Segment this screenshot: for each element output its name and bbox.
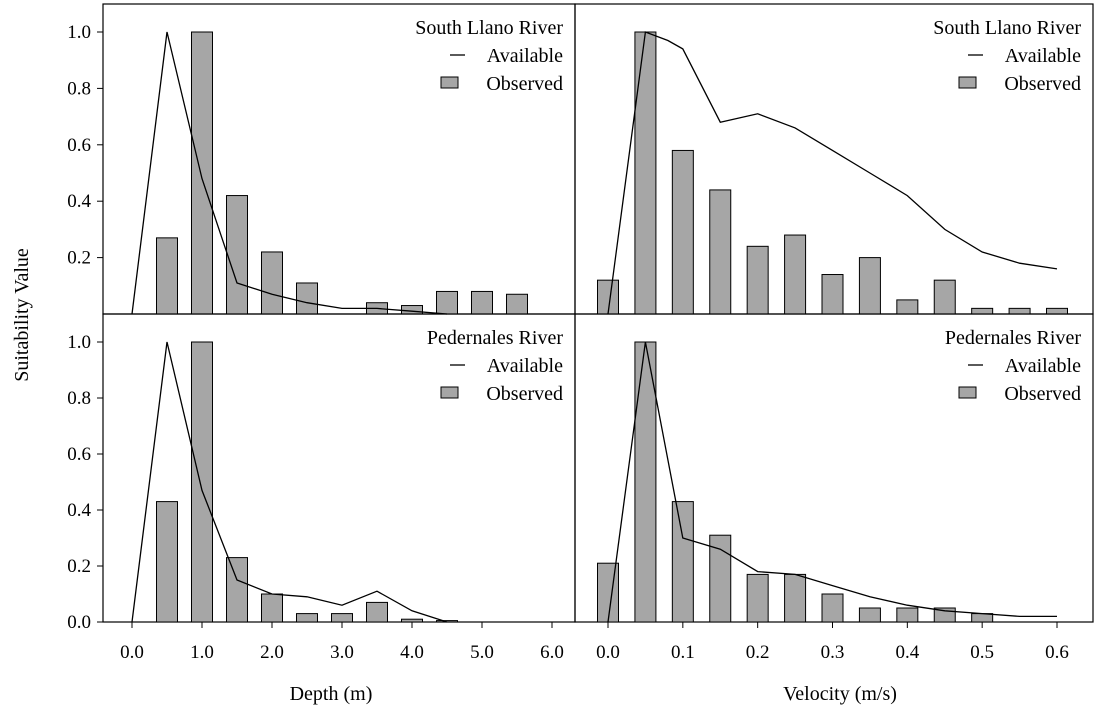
bar-observed xyxy=(226,195,248,315)
bar-observed xyxy=(746,573,769,623)
legend-swatch-observed xyxy=(440,386,459,399)
x-tick-label: 0.0 xyxy=(120,642,144,663)
bar-observed xyxy=(858,607,881,623)
panel-bottom-left: 0.0 0.2 0.4 0.6 0.8 1.0 0.0 1.0 2.0 3.0 4.0 5.0 6.0 P… xyxy=(67,313,576,663)
x-tick-label: 6.0 xyxy=(540,642,564,663)
y-tick-label: 0.8 xyxy=(67,78,91,99)
bar-observed xyxy=(784,234,807,315)
legend-label-observed: Observed xyxy=(486,73,563,95)
bar-observed xyxy=(366,601,388,623)
bar-observed xyxy=(1046,307,1068,315)
x-tick-label: 0.4 xyxy=(895,642,919,663)
bar-observed xyxy=(784,573,807,623)
panel-top-right: South Llano River Available Observed xyxy=(574,3,1094,315)
x-tick-label: 0.5 xyxy=(970,642,994,663)
bar-observed xyxy=(261,251,283,315)
bar-observed xyxy=(191,341,213,623)
legend-label-observed: Observed xyxy=(1004,383,1081,405)
bar-observed xyxy=(821,593,844,623)
bar-observed xyxy=(896,299,919,315)
x-tick-label: 4.0 xyxy=(400,642,424,663)
bar-observed xyxy=(971,307,994,315)
legend-label-available: Available xyxy=(1005,355,1081,377)
panel-title: South Llano River xyxy=(933,17,1081,39)
y-tick-label: 0.4 xyxy=(67,500,91,521)
bar-observed xyxy=(1008,307,1031,315)
x-axis-title-depth: Depth (m) xyxy=(290,683,373,705)
y-tick-label: 0.6 xyxy=(67,444,91,465)
bar-observed xyxy=(746,245,769,315)
chart-panels: 0.2 0.4 0.6 0.8 1.0 South Llano River Availabl… xyxy=(67,3,1094,663)
bar-observed xyxy=(858,257,881,315)
line-available xyxy=(131,31,448,315)
x-tick-label: 0.0 xyxy=(596,642,620,663)
bar-observed xyxy=(709,189,732,315)
bar-observed xyxy=(671,501,694,623)
panel-title: South Llano River xyxy=(415,17,563,39)
legend-label-observed: Observed xyxy=(486,383,563,405)
y-tick-label: 0.2 xyxy=(67,248,91,269)
legend-label-available: Available xyxy=(487,355,563,377)
panel-title: Pedernales River xyxy=(427,327,563,349)
line-available xyxy=(131,341,448,623)
bar-observed xyxy=(296,282,318,315)
y-tick-label: 0.0 xyxy=(67,612,91,633)
x-tick-label: 0.3 xyxy=(821,642,845,663)
bar-observed xyxy=(634,31,657,315)
x-tick-label: 2.0 xyxy=(260,642,284,663)
bar-observed xyxy=(471,290,493,315)
legend-label-observed: Observed xyxy=(1004,73,1081,95)
x-tick-label: 3.0 xyxy=(330,642,354,663)
x-tick-label: 0.2 xyxy=(746,642,770,663)
x-tick-label: 5.0 xyxy=(470,642,494,663)
y-tick-label: 0.4 xyxy=(67,191,91,212)
bar-observed xyxy=(156,237,178,315)
y-tick-label: 1.0 xyxy=(67,22,91,43)
bar-observed xyxy=(671,149,694,315)
bar-observed xyxy=(401,618,423,623)
panel-top-left: 0.2 0.4 0.6 0.8 1.0 South Llano River Availabl… xyxy=(67,3,576,315)
bar-observed xyxy=(401,305,423,315)
x-tick-label: 0.6 xyxy=(1045,642,1069,663)
y-tick-label: 0.2 xyxy=(67,556,91,577)
bar-observed xyxy=(191,31,213,315)
line-available xyxy=(607,341,1057,623)
bar-observed xyxy=(296,613,318,623)
legend-label-available: Available xyxy=(1005,45,1081,67)
y-tick-label: 1.0 xyxy=(67,332,91,353)
y-axis-title: Suitability Value xyxy=(11,248,33,382)
bar-observed xyxy=(971,613,994,623)
bar-observed xyxy=(506,293,528,315)
bar-observed xyxy=(436,290,458,315)
y-tick-label: 0.6 xyxy=(67,135,91,156)
legend-swatch-observed xyxy=(958,386,977,399)
y-tick-label: 0.8 xyxy=(67,388,91,409)
panel-bottom-right: 0.0 0.1 0.2 0.3 0.4 0.5 0.6 Pedernales River Ava… xyxy=(574,313,1094,663)
bar-observed xyxy=(331,613,353,623)
x-tick-label: 1.0 xyxy=(190,642,214,663)
bar-observed xyxy=(156,501,178,623)
x-axis-title-velocity: Velocity (m/s) xyxy=(783,683,897,705)
bar-observed xyxy=(821,274,844,315)
line-available xyxy=(607,31,1058,315)
x-tick-label: 0.1 xyxy=(671,642,695,663)
legend-swatch-observed xyxy=(440,76,459,89)
bar-observed xyxy=(261,593,283,623)
bar-observed xyxy=(226,557,248,623)
bar-observed xyxy=(896,607,919,623)
bar-observed xyxy=(933,279,956,315)
bar-observed xyxy=(709,534,732,623)
panel-title: Pedernales River xyxy=(945,327,1081,349)
legend-swatch-observed xyxy=(958,76,977,89)
bar-observed xyxy=(597,279,619,315)
legend-label-available: Available xyxy=(487,45,563,67)
bar-observed xyxy=(597,562,619,623)
